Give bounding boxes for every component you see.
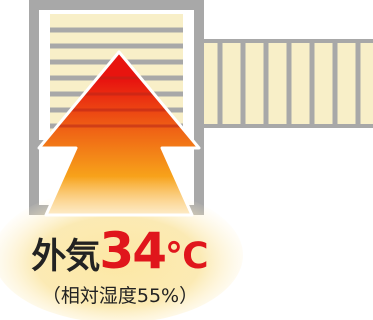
outside-temperature-label: 外気34℃ — [0, 226, 240, 276]
temperature-unit: ℃ — [165, 236, 209, 277]
relative-humidity-text: （相対湿度55%） — [41, 285, 199, 307]
heat-glow — [0, 187, 243, 320]
louver-panel-icon — [195, 39, 373, 128]
temperature-value: 34 — [99, 222, 167, 280]
outside-air-text: 外気 — [31, 237, 100, 277]
